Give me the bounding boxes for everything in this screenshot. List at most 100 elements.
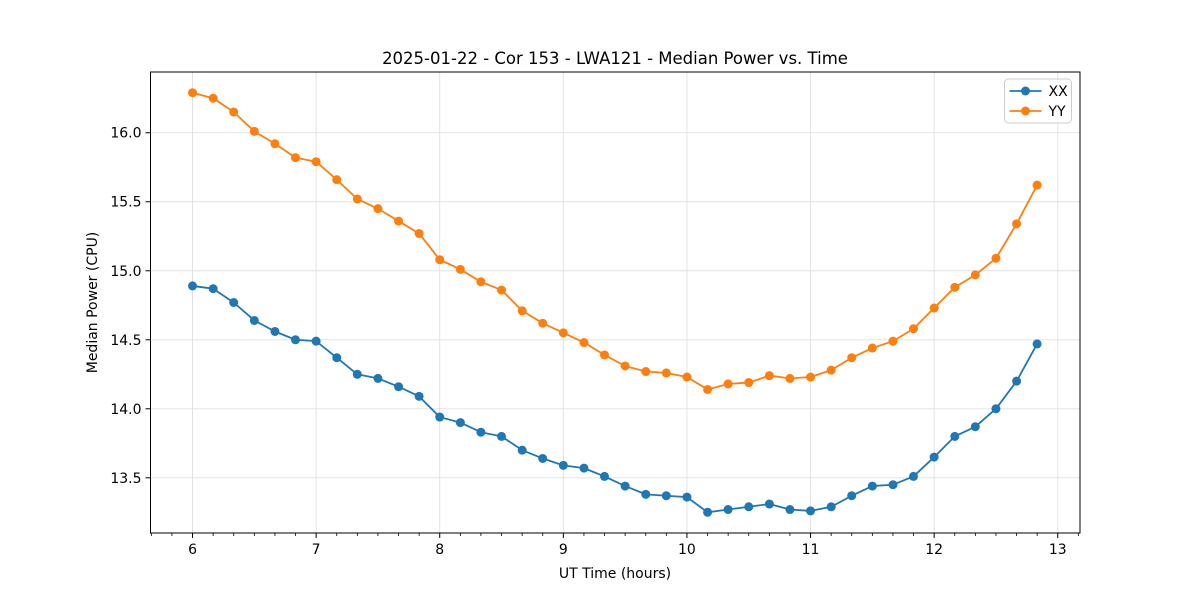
x-tick-label: 8 [435,542,444,558]
tick-layer: 6 7 8 9 10 11 12 13 13.5 14.0 14.5 15.0 15.5 16.0 [110,126,1079,558]
data-point-XX [764,499,774,509]
data-point-YY [208,93,218,103]
data-point-XX [352,369,362,379]
y-tick-label: 16.0 [110,126,141,142]
y-tick-label: 14.0 [110,402,141,418]
data-point-XX [867,481,877,491]
series-line-YY [192,91,1038,391]
data-point-XX [558,460,568,470]
data-point-YY [394,216,404,226]
data-point-XX [332,353,342,363]
data-point-YY [352,194,362,204]
data-point-YY [641,367,651,377]
data-point-YY [847,353,857,363]
data-point-YY [497,285,507,295]
data-point-XX [641,489,651,499]
data-point-YY [579,338,589,348]
data-point-XX [517,445,527,455]
data-point-XX [682,492,692,502]
y-tick-label: 15.0 [110,264,141,280]
data-point-XX [476,427,486,437]
legend-entry-YY: YY [1009,104,1067,120]
data-point-YY [620,361,630,371]
data-point-YY [1032,180,1042,190]
data-point-YY [373,204,383,214]
data-point-XX [806,506,816,516]
legend-label: XX [1049,84,1069,100]
data-point-YY [703,384,713,394]
series-layer [188,88,1042,517]
data-point-YY [806,372,816,382]
x-tick-label: 13 [1049,542,1067,558]
data-point-XX [1012,376,1022,386]
data-point-XX [188,281,198,291]
data-point-YY [188,88,198,98]
x-tick-label: 12 [925,542,943,558]
data-point-XX [909,471,919,481]
data-point-XX [661,491,671,501]
legend: XX YY [1004,78,1072,124]
data-point-XX [497,431,507,441]
data-point-XX [888,480,898,490]
data-point-YY [950,282,960,292]
data-point-XX [929,452,939,462]
legend-label: YY [1048,104,1067,120]
data-point-YY [476,277,486,287]
data-point-XX [249,315,259,325]
data-point-YY [558,328,568,338]
data-point-YY [744,378,754,388]
data-point-XX [373,373,383,383]
data-point-XX [311,336,321,346]
x-tick-label: 10 [678,542,696,558]
data-point-YY [517,306,527,316]
data-point-YY [249,126,259,136]
data-point-XX [991,404,1001,414]
data-point-XX [599,471,609,481]
data-point-YY [785,373,795,383]
data-point-YY [764,371,774,381]
data-point-YY [929,303,939,313]
x-tick-label: 9 [559,542,568,558]
data-point-YY [435,255,445,265]
data-point-YY [229,107,239,117]
data-point-YY [888,336,898,346]
data-point-XX [970,422,980,432]
plot-frame [150,71,1081,534]
data-point-XX [579,463,589,473]
data-point-YY [909,324,919,334]
data-point-YY [826,365,836,375]
data-point-XX [414,391,424,401]
data-point-XX [290,335,300,345]
data-point-XX [1032,339,1042,349]
legend-marker-sample [1021,86,1030,96]
x-tick-label: 11 [802,542,820,558]
data-point-YY [538,318,548,328]
data-point-YY [455,264,465,274]
data-point-YY [1012,219,1022,229]
data-point-YY [867,343,877,353]
data-point-XX [826,502,836,512]
legend-entry-XX: XX [1009,84,1069,100]
y-tick-label: 14.5 [110,333,141,349]
data-point-XX [270,326,280,336]
data-point-XX [208,284,218,294]
data-point-YY [661,368,671,378]
data-point-YY [723,379,733,389]
y-axis-label: Median Power (CPU) [85,232,101,374]
data-point-XX [455,418,465,428]
data-point-YY [991,253,1001,263]
chart-title: 2025-01-22 - Cor 153 - LWA121 - Median P… [382,49,848,68]
x-axis-label: UT Time (hours) [559,566,671,582]
data-point-XX [620,481,630,491]
data-point-XX [229,298,239,307]
data-point-XX [847,491,857,501]
data-point-XX [785,505,795,515]
data-point-XX [723,505,733,515]
legend-marker-sample [1021,106,1030,116]
data-point-XX [538,453,548,463]
data-point-XX [950,431,960,441]
data-point-XX [744,502,754,512]
data-point-YY [682,372,692,382]
